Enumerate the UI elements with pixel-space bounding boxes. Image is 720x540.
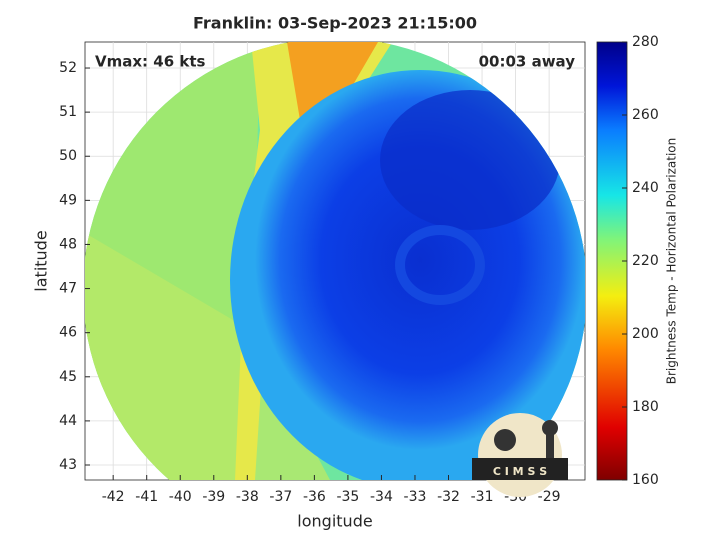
- x-tick-label: -40: [169, 489, 192, 505]
- colorbar-tick-label: 160: [632, 472, 659, 488]
- y-tick-label: 47: [59, 281, 77, 297]
- x-tick-label: -39: [202, 489, 225, 505]
- colorbar-tick-label: 240: [632, 180, 659, 196]
- colorbar-axis: 160 180 200 220 240 260 280: [622, 34, 659, 488]
- logo: C I M S S: [472, 413, 568, 497]
- x-axis-label: longitude: [297, 512, 372, 531]
- x-tick-label: -36: [303, 489, 326, 505]
- logo-text: C I M S S: [493, 465, 547, 478]
- y-axis-label: latitude: [32, 230, 51, 291]
- x-tick-label: -31: [471, 489, 494, 505]
- x-tick-label: -42: [102, 489, 125, 505]
- annotation: 00:03 away: [479, 53, 576, 71]
- colorbar-tick-label: 200: [632, 326, 659, 342]
- annotation: Vmax: 46 kts: [95, 53, 205, 71]
- colorbar-tick-label: 260: [632, 107, 659, 123]
- axes: -42 -41 -40 -39 -38 -37 -36 -35 -34 -33 -32 -31 -30-…: [59, 60, 560, 505]
- y-tick-label: 45: [59, 369, 77, 385]
- x-tick-label: -41: [135, 489, 158, 505]
- y-tick-label: 52: [59, 60, 77, 76]
- chart-title: Franklin: 03-Sep-2023 21:15:00: [193, 14, 477, 33]
- colorbar-tick-label: 180: [632, 399, 659, 415]
- colorbar-tick-label: 280: [632, 34, 659, 50]
- y-tick-label: 49: [59, 192, 77, 208]
- y-tick-label: 46: [59, 325, 77, 341]
- y-tick-label: 43: [59, 457, 77, 473]
- x-tick-label: -29: [538, 489, 561, 505]
- x-tick-label: -33: [404, 489, 427, 505]
- x-tick-label: -32: [437, 489, 460, 505]
- y-tick-label: 51: [59, 104, 77, 120]
- x-tick-label: -37: [269, 489, 292, 505]
- x-tick-label: -34: [370, 489, 393, 505]
- colorbar-tick-label: 220: [632, 253, 659, 269]
- y-tick-label: 44: [59, 413, 77, 429]
- y-tick-label: 50: [59, 148, 77, 164]
- y-tick-label: 48: [59, 236, 77, 252]
- x-tick-label: -35: [336, 489, 359, 505]
- colorbar-label: Brightness Temp - Horizontal Polarizatio…: [665, 138, 679, 385]
- satellite-image: [85, 42, 585, 480]
- x-tick-label: -38: [236, 489, 259, 505]
